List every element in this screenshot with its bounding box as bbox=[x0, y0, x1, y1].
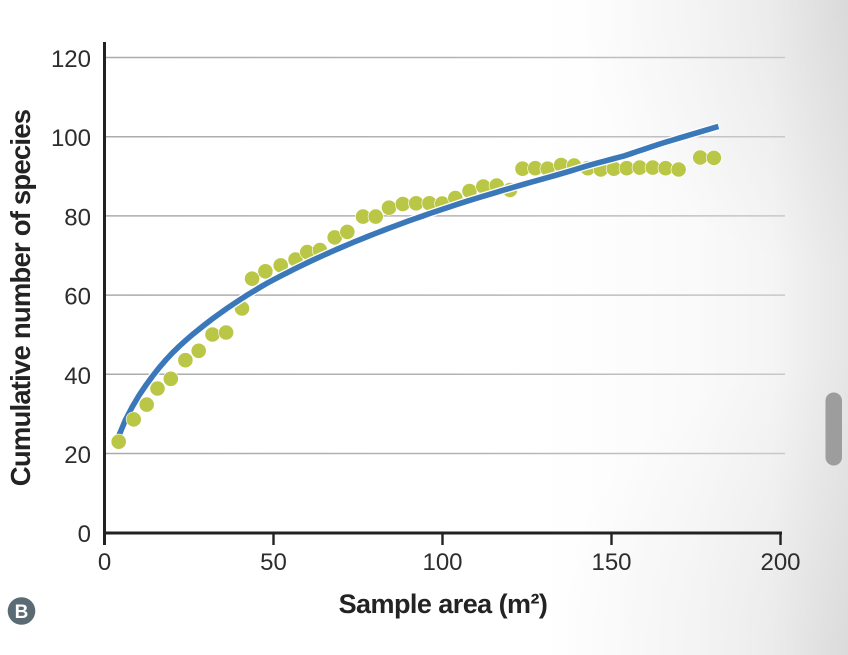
svg-text:80: 80 bbox=[64, 204, 91, 231]
svg-text:50: 50 bbox=[260, 549, 287, 576]
svg-text:B: B bbox=[15, 602, 29, 623]
svg-text:100: 100 bbox=[51, 125, 91, 152]
svg-text:0: 0 bbox=[98, 549, 111, 576]
svg-text:20: 20 bbox=[64, 442, 91, 469]
svg-text:60: 60 bbox=[64, 284, 91, 311]
svg-text:Cumulative number of species: Cumulative number of species bbox=[5, 109, 36, 486]
svg-text:120: 120 bbox=[51, 46, 91, 73]
svg-text:100: 100 bbox=[422, 549, 462, 576]
svg-text:Sample area (m²): Sample area (m²) bbox=[339, 589, 548, 619]
svg-text:40: 40 bbox=[64, 363, 91, 390]
svg-text:150: 150 bbox=[591, 549, 631, 576]
svg-text:0: 0 bbox=[78, 521, 91, 548]
svg-text:200: 200 bbox=[760, 549, 800, 576]
